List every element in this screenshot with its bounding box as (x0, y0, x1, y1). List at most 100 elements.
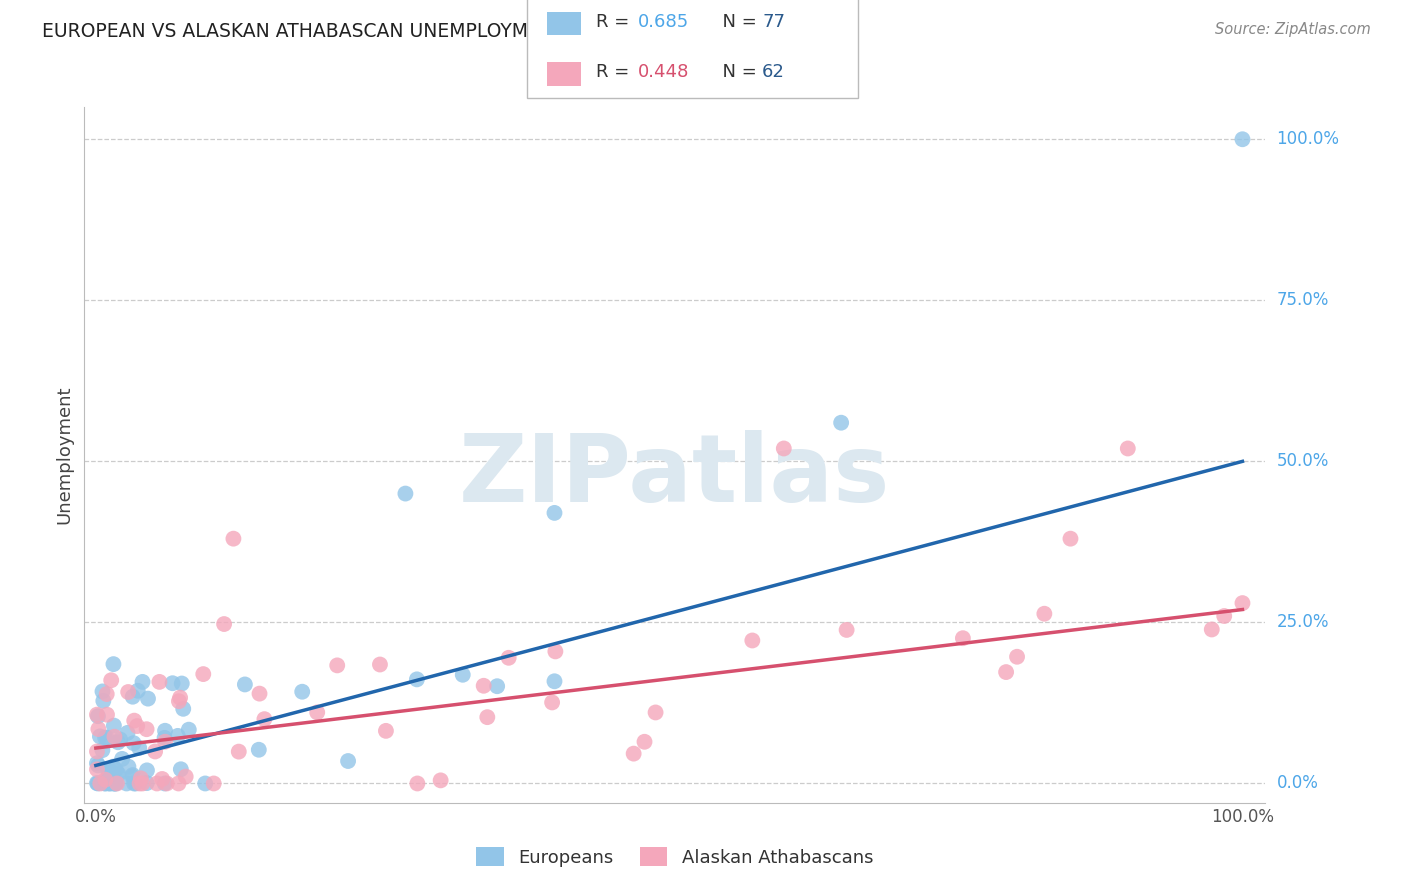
Point (104, 776, 127, 790)
Point (952, 631, 974, 645)
Point (291, 684, 314, 698)
Point (1213, 609, 1236, 624)
Point (451, 667, 474, 681)
Point (166, 729, 188, 743)
Text: 77: 77 (762, 13, 785, 31)
Point (111, 752, 134, 766)
Point (174, 770, 197, 784)
Point (162, 676, 184, 690)
Point (644, 706, 666, 720)
Point (89, 776, 111, 790)
Point (127, 719, 149, 733)
Point (156, 776, 179, 790)
Point (143, 744, 166, 758)
Point (543, 674, 565, 689)
Point (233, 677, 256, 691)
Point (131, 776, 153, 790)
Point (202, 776, 225, 790)
Point (150, 772, 173, 786)
Text: 0.448: 0.448 (638, 63, 690, 81)
Point (167, 776, 190, 790)
Text: 0.0%: 0.0% (1277, 774, 1319, 792)
Point (107, 735, 129, 749)
Point (121, 770, 143, 784)
Text: 75.0%: 75.0% (1277, 292, 1329, 310)
Point (117, 685, 139, 699)
Point (98, 763, 121, 777)
Point (117, 726, 139, 740)
Point (337, 754, 360, 768)
Point (170, 762, 193, 776)
Point (115, 776, 138, 790)
Point (1201, 623, 1223, 637)
Point (86, 744, 108, 758)
Point (104, 776, 127, 790)
Point (131, 674, 153, 689)
Text: 100.0%: 100.0% (1277, 130, 1340, 148)
Point (1232, 132, 1254, 146)
Point (91, 684, 114, 698)
Point (193, 667, 215, 681)
Point (222, 532, 245, 546)
Text: EUROPEAN VS ALASKAN ATHABASCAN UNEMPLOYMENT CORRELATION CHART: EUROPEAN VS ALASKAN ATHABASCAN UNEMPLOYM… (42, 22, 775, 41)
Point (623, 747, 645, 761)
Text: R =: R = (596, 13, 636, 31)
Point (101, 776, 124, 790)
Point (128, 741, 150, 756)
Point (129, 772, 152, 786)
Point (406, 776, 429, 790)
Point (477, 710, 499, 724)
Point (86, 776, 108, 790)
Point (100, 673, 122, 688)
Point (105, 776, 128, 790)
Point (177, 723, 200, 737)
Point (153, 723, 176, 738)
Y-axis label: Unemployment: Unemployment (55, 385, 73, 524)
Point (98, 769, 121, 783)
Point (472, 679, 495, 693)
Point (772, 442, 794, 456)
Text: R =: R = (596, 63, 636, 81)
Text: 50.0%: 50.0% (1277, 452, 1329, 470)
Legend: Europeans, Alaskan Athabascans: Europeans, Alaskan Athabascans (470, 840, 880, 874)
Point (253, 712, 276, 726)
Point (86, 762, 108, 776)
Point (247, 743, 270, 757)
Point (194, 776, 217, 790)
Point (87, 776, 110, 790)
Point (146, 776, 169, 790)
Point (86, 707, 108, 722)
Text: 25.0%: 25.0% (1277, 614, 1329, 632)
Point (368, 657, 391, 672)
Point (1059, 532, 1081, 546)
Point (374, 723, 396, 738)
Point (170, 676, 193, 690)
Text: N =: N = (711, 63, 763, 81)
Point (87, 709, 110, 723)
Point (97, 764, 120, 778)
Text: Source: ZipAtlas.com: Source: ZipAtlas.com (1215, 22, 1371, 37)
Point (89, 730, 111, 744)
Point (122, 776, 145, 790)
Point (486, 679, 509, 693)
Point (169, 690, 191, 705)
Point (87, 722, 110, 736)
Text: N =: N = (711, 13, 763, 31)
Point (117, 759, 139, 773)
Point (127, 683, 149, 698)
Point (741, 633, 763, 648)
Point (86, 756, 108, 771)
Text: 0.685: 0.685 (638, 13, 689, 31)
Point (1005, 649, 1028, 664)
Point (94, 772, 117, 787)
Point (91, 694, 114, 708)
Point (135, 776, 157, 790)
Text: ZIPatlas: ZIPatlas (460, 430, 890, 522)
Point (96, 707, 118, 722)
Point (101, 765, 124, 780)
Point (633, 735, 655, 749)
Point (87, 758, 110, 772)
Point (249, 687, 271, 701)
Point (394, 486, 416, 500)
Point (94, 776, 117, 790)
